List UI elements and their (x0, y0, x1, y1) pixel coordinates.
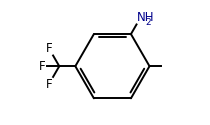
Text: NH: NH (137, 11, 154, 24)
Text: 2: 2 (145, 18, 151, 26)
Text: F: F (46, 78, 52, 90)
Text: F: F (39, 60, 46, 73)
Text: F: F (46, 42, 52, 55)
